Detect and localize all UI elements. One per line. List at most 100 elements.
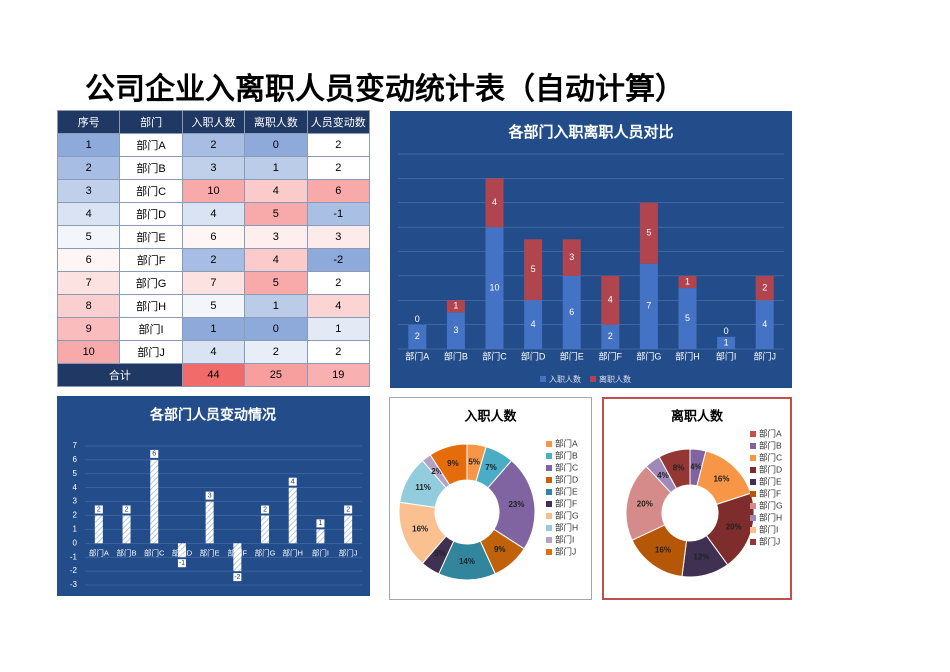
bar <box>261 515 270 544</box>
value-label: 2 <box>263 506 267 513</box>
legend-swatch <box>750 527 756 533</box>
legend-label: 部门G <box>555 510 579 520</box>
legend-label: 部门H <box>555 522 578 532</box>
number-cell: 2 <box>181 248 246 272</box>
table-row: 4 部门D 4 5 -1 <box>56 202 371 226</box>
x-tick-label: 部门D <box>521 350 546 361</box>
table-row: 5 部门E 6 3 3 <box>56 225 371 249</box>
number-cell: 0 <box>244 133 308 157</box>
legend-swatch <box>750 539 756 545</box>
legend-swatch <box>546 465 552 471</box>
number-cell: 5 <box>244 271 308 295</box>
page-title: 公司企业入离职人员变动统计表（自动计算） <box>85 73 685 106</box>
number-cell: 4 <box>244 179 308 203</box>
dept-cell: 部门F <box>119 248 183 272</box>
legend-swatch <box>546 537 552 543</box>
y-tick-label: -3 <box>70 580 78 589</box>
number-cell: 4 <box>244 248 308 272</box>
bar-segment <box>408 324 427 349</box>
bar-segment <box>446 300 465 313</box>
value-label: 1 <box>685 276 690 286</box>
legend-label: 部门B <box>555 450 578 460</box>
stacked-bar-chart: 各部门入职离职人员对比20部门A31部门B104部门C45部门D63部门E24部… <box>390 111 792 388</box>
value-label: 6 <box>569 307 574 317</box>
total-label: 合计 <box>57 363 183 387</box>
legend-label: 部门D <box>759 464 782 474</box>
bar-segment <box>639 263 658 349</box>
value-label: 2 <box>762 282 767 292</box>
legend-label: 部门E <box>555 486 578 496</box>
number-cell: 5 <box>56 225 121 249</box>
number-cell: 1 <box>56 133 121 157</box>
legend-label: 部门J <box>759 536 780 546</box>
number-cell: 0 <box>244 317 308 341</box>
legend-label: 部门E <box>759 476 782 486</box>
legend-swatch <box>540 376 546 382</box>
number-cell: 2 <box>181 133 246 157</box>
legend-swatch <box>750 479 756 485</box>
x-tick-label: 部门F <box>599 350 623 361</box>
number-cell: 2 <box>306 156 371 180</box>
table-row: 3 部门C 10 4 6 <box>56 179 371 203</box>
dept-cell: 部门G <box>119 271 183 295</box>
bar <box>150 459 159 544</box>
number-cell: -2 <box>306 248 371 272</box>
legend-swatch <box>546 549 552 555</box>
label-box <box>288 477 297 486</box>
value-label: 5 <box>646 228 651 238</box>
legend-label: 部门C <box>759 452 782 462</box>
table-row: 10 部门J 4 2 2 <box>56 340 371 364</box>
bar <box>122 515 131 544</box>
legend-swatch <box>750 431 756 437</box>
number-cell: 4 <box>181 202 246 226</box>
bar-chart: 各部门人员变动情况 -3 -2 -1 0 1 2 3 4 5 6 7 2 部门A 2 部门B 6 部门C -1 部门D… <box>57 396 370 596</box>
donut-slice <box>487 459 536 550</box>
value-label: 8% <box>673 464 685 473</box>
bar <box>205 501 214 544</box>
value-label: 16% <box>713 475 729 484</box>
legend-label: 部门J <box>555 546 576 556</box>
number-cell: 1 <box>244 156 308 180</box>
bar-segment <box>485 178 504 228</box>
donut-slice <box>705 492 755 566</box>
legend-label: 部门A <box>759 428 782 438</box>
number-cell: 9 <box>56 317 121 341</box>
donut-chart: 入职人数 5% 部门A 7% 部门B 23% 部门C 9% 部门D 14% 部门E 5% 部门F 16% 部… <box>389 397 592 600</box>
dept-cell: 部门C <box>119 179 183 203</box>
chart-title: 各部门人员变动情况 <box>149 407 276 423</box>
table-row: 7 部门G 7 5 2 <box>56 271 371 295</box>
x-tick-label: 部门B <box>117 547 137 557</box>
x-tick-label: 部门I <box>716 350 737 361</box>
value-label: 12% <box>693 553 709 562</box>
value-label: 5% <box>434 549 446 558</box>
number-cell: 4 <box>306 294 371 318</box>
x-tick-label: 部门A <box>405 350 429 361</box>
label-box <box>205 491 214 500</box>
y-tick-label: 2 <box>73 511 78 520</box>
number-cell: 1 <box>244 294 308 318</box>
number-cell: 6 <box>56 248 121 272</box>
bar-segment <box>446 312 465 349</box>
value-label: 4 <box>291 479 295 486</box>
legend-label: 部门I <box>759 524 778 534</box>
number-cell: 1 <box>306 317 371 341</box>
dept-cell: 部门D <box>119 202 183 226</box>
bar-segment <box>601 324 620 349</box>
x-tick-label: 部门I <box>312 547 329 557</box>
bar-segment <box>601 275 620 325</box>
label-box <box>316 519 325 528</box>
value-label: 2 <box>415 331 420 341</box>
x-tick-label: 部门C <box>144 547 165 557</box>
bar-segment <box>755 300 774 349</box>
number-cell: 2 <box>306 133 371 157</box>
y-tick-label: 1 <box>73 525 78 534</box>
bar-segment <box>562 275 581 349</box>
legend-label: 部门A <box>555 438 578 448</box>
bar <box>288 487 297 544</box>
bar-segment <box>678 288 697 349</box>
x-tick-label: 部门A <box>89 547 109 557</box>
number-cell: 3 <box>56 179 121 203</box>
y-tick-label: -1 <box>70 552 78 561</box>
value-label: 14% <box>459 557 475 566</box>
value-label: 7% <box>485 463 497 472</box>
